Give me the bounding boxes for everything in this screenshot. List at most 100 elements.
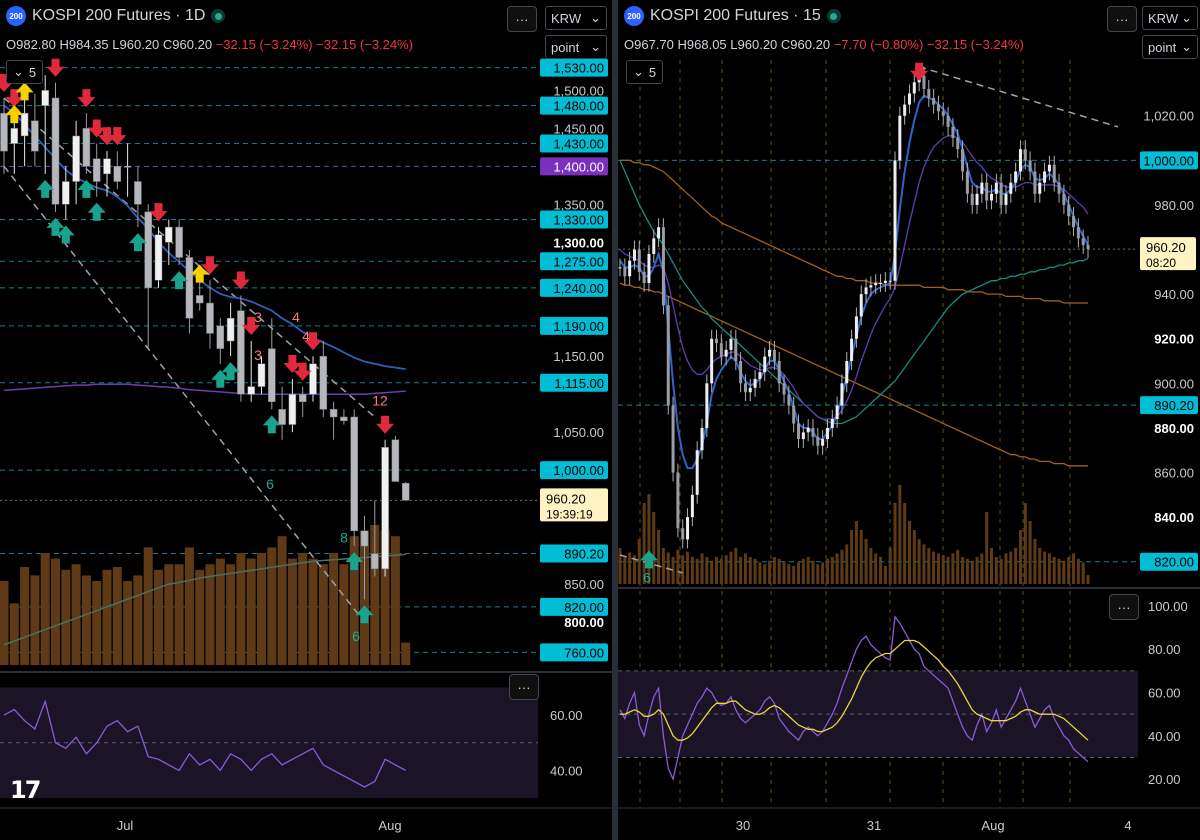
- ohlc-values: O967.70 H968.05 L960.20 C960.20 −7.70 (−…: [624, 37, 1024, 52]
- volume-bar: [370, 525, 380, 665]
- tradingview-logo-icon[interactable]: 17: [10, 776, 41, 804]
- volume-bar: [792, 566, 796, 584]
- volume-bar: [349, 536, 359, 665]
- rsi-axis-label: 40.00: [550, 763, 583, 778]
- rsi-axis-label: 40.00: [1148, 729, 1181, 744]
- candle-body: [883, 280, 887, 283]
- sell-signal-arrow: [304, 332, 322, 351]
- volume-bar: [690, 557, 694, 584]
- candle-body: [874, 282, 878, 286]
- candle-body: [1076, 227, 1080, 239]
- setup-signal-arrow: [190, 264, 209, 283]
- volume-bar: [318, 564, 328, 665]
- candle-body: [787, 394, 791, 406]
- candle-body: [850, 338, 854, 362]
- candle-body: [999, 182, 1003, 205]
- daily-chart-canvas[interactable]: 3 3 44 12 6 8 6 1,530.00 1,500.001,480.00 1,450.0…: [0, 0, 612, 840]
- time-axis-label: Aug: [378, 818, 401, 833]
- daily-chart-pane[interactable]: 3 3 4 4 12 6 8 6 1,530.00 1,500.00 1,480.00 1,450.0…: [0, 0, 612, 840]
- volume-bar: [184, 547, 194, 665]
- chart-title[interactable]: KOSPI 200 Futures · 1D: [32, 7, 206, 24]
- intraday-chart-canvas[interactable]: 6 1,020.00 1,000.00 980.00 940.00 920.00 900.0…: [618, 0, 1200, 840]
- volume-bar: [1047, 553, 1051, 584]
- setup-signal-arrow: [15, 82, 34, 101]
- candle-body: [1023, 149, 1027, 161]
- unit-selector[interactable]: point ⌄: [1142, 35, 1198, 59]
- sell-signal-arrow: [376, 415, 395, 434]
- price-axis-label: 1,050.00: [553, 425, 604, 440]
- price-tag-bg: [540, 134, 608, 153]
- volume-bar: [215, 558, 225, 665]
- market-status-icon[interactable]: [826, 9, 841, 23]
- more-options-button[interactable]: ···: [1107, 6, 1137, 32]
- candle-body: [898, 115, 902, 161]
- candle-body: [1043, 171, 1047, 183]
- volume-bar: [226, 564, 236, 665]
- signal-count-label: 4: [292, 309, 300, 325]
- candle-body: [144, 211, 152, 289]
- candle-body: [154, 234, 163, 281]
- candle-body: [350, 416, 358, 532]
- volume-bar: [246, 558, 256, 665]
- candle-body: [980, 182, 984, 194]
- candle-body: [985, 182, 989, 201]
- volume-bar: [734, 548, 738, 584]
- volume-bar: [329, 553, 339, 665]
- rsi-axis-label: 80.00: [1148, 642, 1181, 657]
- unit-selector[interactable]: point ⌄: [545, 35, 607, 59]
- volume-bar: [980, 553, 984, 584]
- candle-body: [62, 181, 70, 205]
- chart-title[interactable]: KOSPI 200 Futures · 15: [650, 7, 821, 24]
- symbol-badge-icon[interactable]: 200: [624, 6, 644, 26]
- volume-bar: [164, 564, 174, 665]
- candle-body: [956, 138, 960, 150]
- rsi-more-options-button[interactable]: ···: [509, 674, 539, 700]
- volume-bar: [647, 494, 651, 584]
- more-options-button[interactable]: ···: [507, 6, 537, 32]
- candle-body: [1014, 171, 1018, 183]
- high-value: H984.35: [59, 37, 109, 52]
- indicators-toggle[interactable]: ⌄ 5: [6, 60, 44, 84]
- change-value: −32.15 (−3.24%): [215, 37, 313, 52]
- currency-selector[interactable]: KRW ⌄: [1142, 6, 1198, 30]
- signal-count-label: 3: [254, 309, 262, 325]
- high-value: H968.05: [677, 37, 727, 52]
- rsi-ma-line: [620, 639, 1089, 741]
- low-value: L960.20: [112, 37, 160, 52]
- chevron-down-icon: ⌄: [590, 10, 601, 25]
- volume-bar: [1033, 539, 1037, 584]
- volume-bar: [999, 558, 1003, 584]
- candle-body: [777, 361, 781, 384]
- time-axis-label: Jul: [117, 818, 134, 833]
- candle-body: [268, 348, 276, 403]
- change-value-secondary: −32.15 (−3.24%): [926, 37, 1024, 52]
- candle-body: [381, 447, 389, 570]
- candle-body: [845, 361, 849, 384]
- volume-bar: [657, 530, 661, 584]
- market-status-icon[interactable]: [211, 9, 226, 23]
- volume-bar: [990, 548, 994, 584]
- volume-bar: [883, 566, 887, 584]
- candle-body: [763, 356, 767, 373]
- symbol-badge-icon[interactable]: 200: [6, 6, 26, 26]
- signal-count-label: 3: [254, 347, 262, 363]
- volume-bar: [92, 581, 102, 665]
- rsi-more-options-button[interactable]: ···: [1109, 594, 1139, 620]
- candle-body: [951, 126, 955, 139]
- candle-body: [637, 249, 641, 272]
- volume-bar: [787, 564, 791, 584]
- indicators-toggle[interactable]: ⌄ 5: [626, 60, 664, 84]
- candle-body: [360, 530, 369, 547]
- candle-body: [859, 294, 863, 317]
- candle-body: [768, 349, 772, 357]
- candle-body: [1086, 245, 1090, 250]
- volume-bar: [0, 581, 9, 665]
- candle-body: [1057, 182, 1061, 194]
- currency-selector[interactable]: KRW ⌄: [545, 6, 607, 30]
- sell-signal-arrow: [108, 127, 127, 146]
- volume-bar: [840, 549, 844, 584]
- unit-label: point: [551, 39, 580, 55]
- pane-divider[interactable]: [612, 0, 618, 840]
- intraday-chart-pane[interactable]: 6 1,020.00 1,000.00 980.00 940.00 920.00 900.0…: [618, 0, 1200, 840]
- volume-bar: [714, 557, 718, 584]
